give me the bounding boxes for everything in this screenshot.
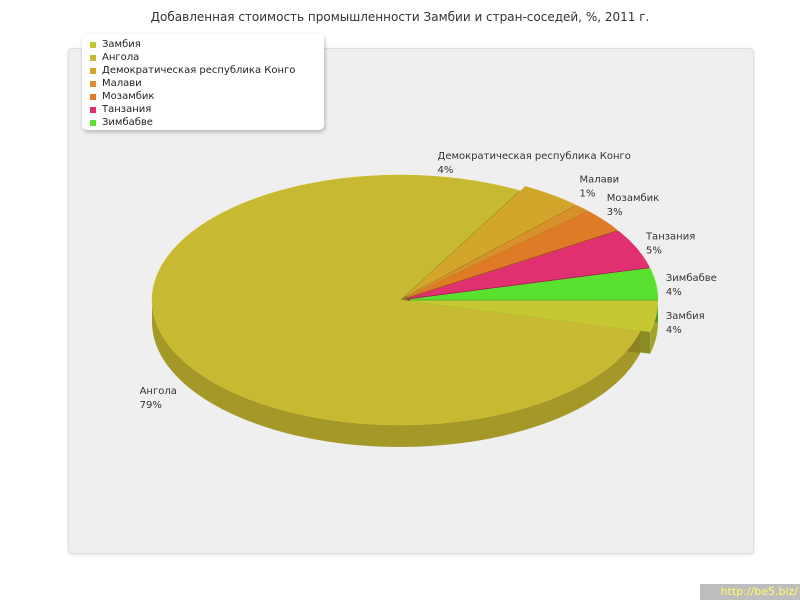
pie-top-layer <box>151 174 659 426</box>
legend-swatch <box>90 93 96 100</box>
pie-slice[interactable] <box>405 186 577 297</box>
legend-label: Демократическая республика Конго <box>102 65 296 76</box>
pie-slice[interactable] <box>407 211 618 298</box>
slice-percent-label: 1% <box>580 188 596 199</box>
slice-percent-label: 4% <box>666 325 682 336</box>
legend-swatch <box>90 106 96 113</box>
slice-name-label: Демократическая республика Конго <box>438 151 631 162</box>
pie-slice[interactable] <box>151 174 641 426</box>
legend-item[interactable]: Ангола <box>90 51 324 64</box>
legend-label: Ангола <box>102 52 140 63</box>
pie-slice-side <box>650 300 658 354</box>
pie-slice[interactable] <box>409 268 659 300</box>
legend-label: Малави <box>102 78 142 89</box>
pie-label-layer: Замбия 4% Ангола 79% Демократическая республ… <box>140 151 717 411</box>
legend-item[interactable]: Зимбабве <box>90 116 324 129</box>
slice-name-label: Зимбабве <box>666 273 717 284</box>
legend-swatch <box>90 54 96 61</box>
slice-percent-label: 3% <box>607 207 623 218</box>
legend-swatch <box>90 80 96 87</box>
legend-label: Танзания <box>102 104 152 115</box>
chart-title: Добавленная стоимость промышленности Зам… <box>150 10 650 24</box>
slice-percent-label: 79% <box>140 400 162 411</box>
slice-name-label: Танзания <box>645 232 695 243</box>
slice-percent-label: 4% <box>666 287 682 298</box>
legend-swatch <box>90 67 96 74</box>
legend-item[interactable]: Демократическая республика Конго <box>90 64 324 77</box>
legend-label: Мозамбик <box>102 91 155 102</box>
slice-name-label: Ангола <box>140 386 177 397</box>
legend-item[interactable]: Замбия <box>90 38 324 51</box>
legend-swatch <box>90 41 96 48</box>
slice-percent-label: 5% <box>646 246 662 257</box>
legend: Замбия Ангола Демократическая республика… <box>82 34 324 130</box>
legend-label: Зимбабве <box>102 117 153 128</box>
legend-item[interactable]: Мозамбик <box>90 90 324 103</box>
pie-slice[interactable] <box>406 205 589 297</box>
watermark[interactable]: http://be5.biz/ <box>700 584 800 600</box>
slice-name-label: Мозамбик <box>607 193 659 204</box>
slice-percent-label: 4% <box>438 165 454 176</box>
slice-name-label: Замбия <box>666 311 705 322</box>
slice-name-label: Малави <box>580 174 620 185</box>
legend-swatch <box>90 119 96 126</box>
pie-slice-side <box>152 300 641 447</box>
pie-slice[interactable] <box>409 230 650 299</box>
pie-slice[interactable] <box>409 300 659 332</box>
legend-item[interactable]: Малави <box>90 77 324 90</box>
legend-item[interactable]: Танзания <box>90 103 324 116</box>
legend-label: Замбия <box>102 39 141 50</box>
